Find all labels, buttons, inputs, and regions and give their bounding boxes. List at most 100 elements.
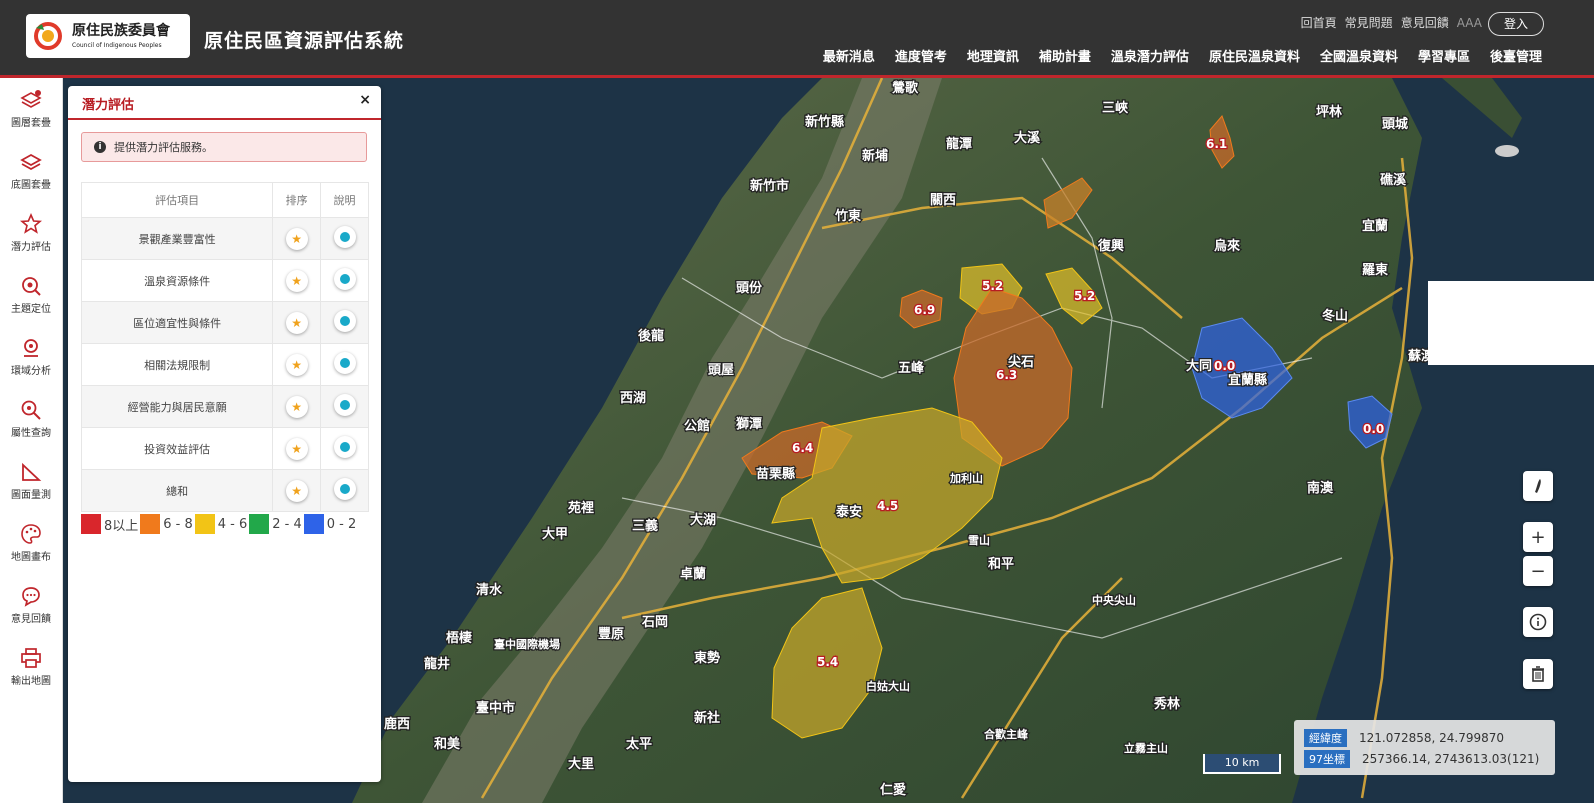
link-faq[interactable]: 常見問題 bbox=[1344, 16, 1393, 30]
place-label: 宜蘭 bbox=[1362, 218, 1388, 234]
place-label: 大溪 bbox=[1014, 130, 1041, 146]
sidebar-label: 潛力評估 bbox=[11, 242, 51, 253]
logo-name-zh: 原住民族委員會 bbox=[72, 23, 170, 39]
info-button[interactable] bbox=[333, 310, 356, 332]
close-icon[interactable]: × bbox=[359, 92, 371, 108]
coordinate-readout: 經緯度 121.072858, 24.799870 97坐標 257366.14… bbox=[1294, 720, 1555, 775]
rank-star-button[interactable]: ★ bbox=[285, 269, 308, 292]
info-button[interactable] bbox=[333, 478, 356, 500]
place-label: 大湖 bbox=[690, 512, 716, 528]
link-feedback[interactable]: 意見回饋 bbox=[1400, 16, 1449, 30]
place-label: 卓蘭 bbox=[680, 566, 706, 582]
zone-52-b[interactable] bbox=[1045, 267, 1103, 325]
rank-star-button[interactable]: ★ bbox=[285, 353, 308, 376]
place-label: 鶯歌 bbox=[892, 80, 919, 96]
system-title: 原住民區資源評估系統 bbox=[204, 30, 405, 52]
wgs-value: 121.072858, 24.799870 bbox=[1359, 731, 1505, 745]
sidebar-item-feedback[interactable]: 意見回饋 bbox=[0, 574, 62, 636]
nav-indigenous-hotspring[interactable]: 原住民溫泉資料 bbox=[1208, 50, 1300, 65]
rank-star-button[interactable]: ★ bbox=[285, 437, 308, 460]
zone-label: 5.2 bbox=[1074, 289, 1095, 303]
nav-admin[interactable]: 後臺管理 bbox=[1489, 50, 1542, 65]
rank-star-button[interactable]: ★ bbox=[285, 311, 308, 334]
info-button[interactable] bbox=[333, 226, 356, 248]
zone-45[interactable] bbox=[771, 407, 1003, 584]
info-icon[interactable] bbox=[1523, 607, 1553, 637]
sidebar-item-canvas[interactable]: 地圖畫布 bbox=[0, 512, 62, 574]
info-button[interactable] bbox=[333, 436, 356, 458]
legend-swatch bbox=[194, 514, 215, 534]
place-label: 關西 bbox=[930, 193, 956, 208]
legend-label: 4 - 6 bbox=[217, 516, 248, 532]
place-label: 獅潭 bbox=[735, 416, 762, 432]
place-label: 西湖 bbox=[620, 391, 646, 406]
star-icon bbox=[20, 213, 42, 234]
sidebar-item-print[interactable]: 輸出地圖 bbox=[0, 636, 62, 698]
nav-learning[interactable]: 學習專區 bbox=[1417, 50, 1470, 65]
zoom-out-icon[interactable]: − bbox=[1523, 556, 1553, 586]
info-button[interactable] bbox=[333, 352, 356, 374]
place-label: 五峰 bbox=[898, 360, 925, 376]
zone-54[interactable] bbox=[771, 587, 883, 739]
place-label: 新社 bbox=[694, 710, 720, 726]
zone-label: 0.0 bbox=[1214, 359, 1235, 373]
eval-item-name: 相關法規限制 bbox=[80, 343, 274, 386]
column-header: 排序 bbox=[272, 182, 322, 218]
sidebar-label: 意見回饋 bbox=[11, 614, 51, 625]
panel-header: 潛力評估 × bbox=[68, 86, 381, 120]
eval-item-name: 總和 bbox=[80, 469, 274, 512]
table-header-row: 評估項目 排序 說明 bbox=[80, 182, 369, 218]
zone-orange-strip[interactable] bbox=[1043, 177, 1093, 229]
place-label: 清水 bbox=[476, 582, 503, 598]
place-label: 公館 bbox=[684, 418, 710, 434]
font-size-toggle[interactable]: AAA bbox=[1456, 15, 1482, 30]
sidebar-item-buffer[interactable]: 環域分析 bbox=[0, 326, 62, 388]
nav-geo[interactable]: 地理資訊 bbox=[966, 50, 1019, 65]
rank-star-button[interactable]: ★ bbox=[285, 395, 308, 418]
place-label: 三峽 bbox=[1102, 100, 1129, 116]
place-label: 頭城 bbox=[1382, 116, 1408, 132]
eval-item-name: 景觀產業豐富性 bbox=[80, 217, 274, 260]
nav-news[interactable]: 最新消息 bbox=[822, 50, 875, 65]
printer-icon bbox=[21, 648, 41, 668]
potential-zones[interactable] bbox=[741, 115, 1393, 739]
sidebar-item-basemap[interactable]: 底圖套疊 bbox=[0, 140, 62, 202]
pen-icon[interactable] bbox=[1523, 471, 1553, 501]
login-button[interactable]: 登入 bbox=[1488, 12, 1544, 36]
zoom-in-icon[interactable]: + bbox=[1523, 522, 1553, 552]
sidebar-item-potential[interactable]: 潛力評估 bbox=[0, 202, 62, 264]
rank-star-button[interactable]: ★ bbox=[285, 479, 308, 502]
zone-00-a[interactable] bbox=[1191, 317, 1293, 419]
zone-label: 5.4 bbox=[817, 655, 838, 669]
zone-61[interactable] bbox=[1209, 115, 1235, 169]
measure-icon bbox=[22, 462, 42, 481]
trash-icon[interactable] bbox=[1523, 659, 1553, 689]
nav-hotspring-eval[interactable]: 溫泉潛力評估 bbox=[1110, 50, 1189, 65]
zone-63[interactable] bbox=[953, 287, 1073, 467]
eval-item-name: 投資效益評估 bbox=[80, 427, 274, 470]
place-label: 白姑大山 bbox=[866, 679, 910, 693]
place-label: 新竹縣 bbox=[805, 114, 844, 130]
zone-label: 6.1 bbox=[1206, 137, 1227, 151]
info-button[interactable] bbox=[333, 394, 356, 416]
notice-text: 提供潛力評估服務。 bbox=[114, 141, 213, 154]
zone-label: 0.0 bbox=[1363, 422, 1384, 436]
link-home[interactable]: 回首頁 bbox=[1300, 16, 1337, 30]
info-button[interactable] bbox=[333, 268, 356, 290]
place-label: 大甲 bbox=[542, 526, 568, 542]
eval-table: 評估項目 排序 說明 景觀產業豐富性 ★ 溫泉資源條件 ★ 區位適宜性與條件 ★… bbox=[80, 182, 369, 512]
place-label: 和平 bbox=[988, 556, 1014, 572]
sidebar-item-layers[interactable]: 圖層套疊 bbox=[0, 78, 62, 140]
nav-progress[interactable]: 進度管考 bbox=[894, 50, 947, 65]
nav-subsidy[interactable]: 補助計畫 bbox=[1038, 50, 1091, 65]
logo[interactable]: 原住民族委員會 Council of Indigenous Peoples bbox=[26, 14, 190, 58]
nav-national-hotspring[interactable]: 全國溫泉資料 bbox=[1319, 50, 1398, 65]
sidebar-item-query[interactable]: 屬性查詢 bbox=[0, 388, 62, 450]
rank-star-button[interactable]: ★ bbox=[285, 227, 308, 250]
zone-69[interactable] bbox=[899, 289, 943, 329]
blank-overlay bbox=[1428, 281, 1594, 365]
zone-00-b[interactable] bbox=[1347, 395, 1393, 449]
sidebar-item-measure[interactable]: 圖面量測 bbox=[0, 450, 62, 512]
place-label: 苗栗縣 bbox=[756, 466, 795, 482]
sidebar-item-locate[interactable]: 主題定位 bbox=[0, 264, 62, 326]
